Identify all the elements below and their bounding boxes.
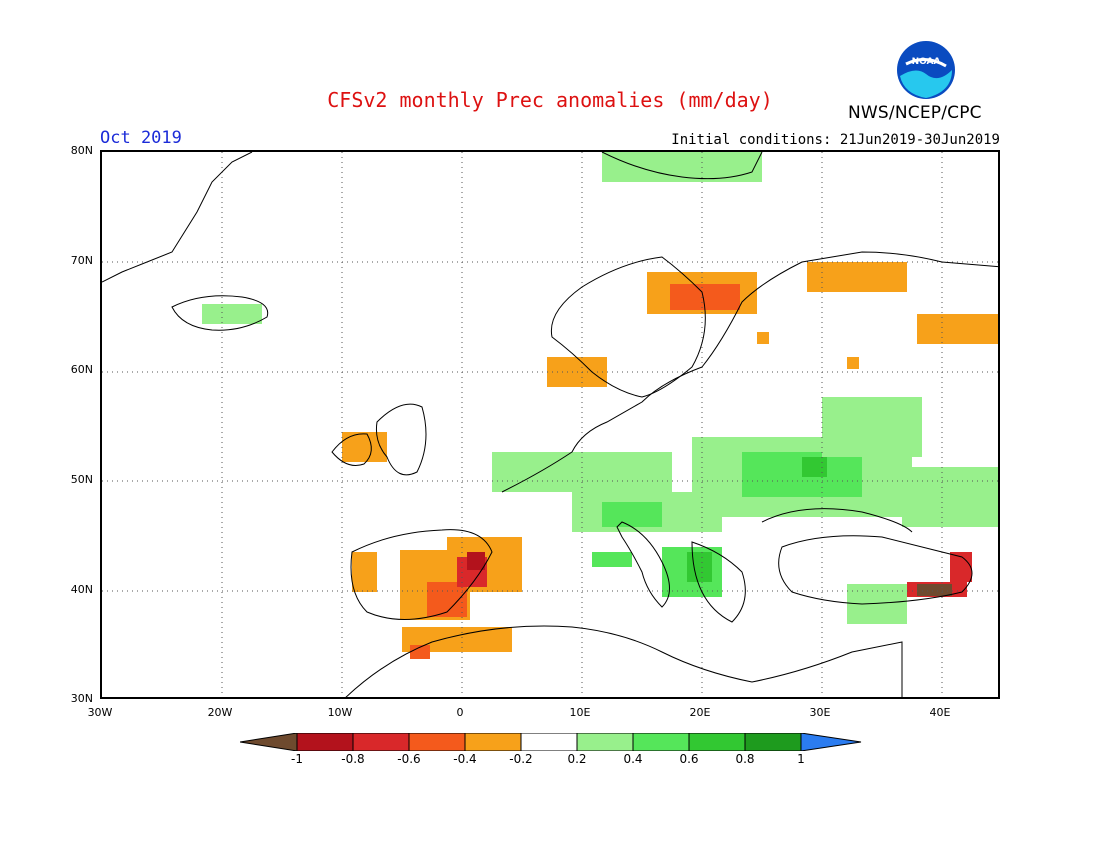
lon-label-10w: 10W [327,706,353,719]
colorbar-arrow-high [800,733,862,751]
lon-label-30w: 30W [87,706,113,719]
dry-patch-spot [757,332,769,344]
lat-label-80n: 80N [70,144,93,157]
coastlines [102,152,998,697]
lon-label-30e: 30E [809,706,831,719]
colorbar-swatch [464,733,522,751]
dry-patch-spot-2 [847,357,859,369]
lon-label-40e: 40E [929,706,951,719]
dry-patch-portugal [352,552,377,592]
wet-patch-balkans-core [687,552,712,582]
wet-patch-ukraine-core [802,457,827,477]
colorbar-swatch [408,733,466,751]
lon-label-20e: 20E [689,706,711,719]
wet-patch-volga [902,467,998,527]
wet-patch-belarus [822,397,922,457]
dry-patch-morocco [410,645,430,659]
logo-text: NOAA [912,57,941,67]
agency-label: NWS/NCEP/CPC [848,103,982,123]
lon-label-10e: 10E [569,706,591,719]
chart-title: CFSv2 monthly Prec anomalies (mm/day) [327,88,773,112]
colorbar-label: 0.4 [623,752,643,766]
lon-label-0: 0 [456,706,464,719]
colorbar-swatch [520,733,578,751]
colorbar-swatch [352,733,410,751]
wet-patch-alps-core [602,502,662,527]
colorbar-label: -0.6 [397,752,421,766]
anomaly-patches [202,152,998,659]
lat-label-40n: 40N [70,583,93,596]
wet-patch-italy [592,552,632,567]
colorbar-swatch [688,733,746,751]
lon-label-20w: 20W [207,706,233,719]
dry-patch-ne-russia [917,314,998,344]
anomaly-map [100,150,1000,699]
colorbar-label: -0.2 [509,752,533,766]
colorbar-label: 0.8 [735,752,755,766]
colorbar-label: 1 [797,752,805,766]
colorbar [240,733,862,751]
colorbar-label: -0.8 [341,752,365,766]
colorbar-label: -0.4 [453,752,477,766]
lat-label-30n: 30N [70,692,93,705]
colorbar-label: -1 [291,752,303,766]
colorbar-swatch [632,733,690,751]
wet-patch-iceland [202,304,262,324]
colorbar-swatch [296,733,354,751]
colorbar-swatch [744,733,802,751]
noaa-logo: NOAA [897,41,955,99]
colorbar-arrow-low [240,733,298,751]
dry-patch-caucasus-core [917,584,952,596]
dry-patch-valencia-core [467,552,485,570]
graticule [102,152,998,697]
lat-label-70n: 70N [70,254,93,267]
forecast-month: Oct 2019 [100,128,182,148]
dry-patch-kola [807,262,907,292]
lat-label-50n: 50N [70,473,93,486]
dry-patch-caspian [950,552,972,582]
lat-label-60n: 60N [70,363,93,376]
colorbar-swatch [576,733,634,751]
colorbar-label: 0.2 [567,752,587,766]
initial-conditions: Initial conditions: 21Jun2019-30Jun2019 [671,132,1000,148]
colorbar-label: 0.6 [679,752,699,766]
dry-patch-se-spain [427,582,467,617]
